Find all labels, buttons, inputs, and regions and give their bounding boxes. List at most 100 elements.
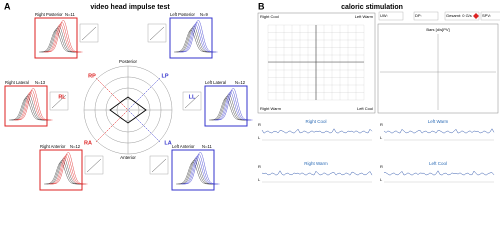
canal-n: N=11 bbox=[202, 144, 212, 149]
panel-title: video head impulse test bbox=[90, 4, 170, 11]
toolbar-field bbox=[378, 11, 404, 21]
caloric-trace bbox=[383, 128, 495, 134]
mini-trace bbox=[184, 94, 200, 109]
impulse-trace bbox=[180, 21, 216, 53]
side-label: L bbox=[258, 135, 261, 140]
caloric-frames bbox=[257, 12, 499, 114]
side-label: R bbox=[380, 164, 383, 169]
impulse-trace bbox=[182, 153, 218, 185]
impulse-trace bbox=[179, 157, 215, 185]
mini-plot bbox=[84, 155, 104, 175]
toolbar-label: UW: bbox=[380, 13, 388, 18]
impulse-trace bbox=[175, 27, 212, 53]
canal-code: LA bbox=[164, 140, 171, 146]
side-label: L bbox=[380, 135, 383, 140]
trace-label: Right Warm bbox=[304, 161, 328, 166]
impulse-trace bbox=[181, 19, 218, 53]
axis-label: Anterior bbox=[120, 155, 136, 160]
impulse-trace bbox=[183, 151, 220, 185]
impulse-trace bbox=[13, 91, 50, 121]
canal-box bbox=[39, 149, 83, 191]
impulse-trace bbox=[16, 87, 53, 121]
impulse-trace bbox=[46, 19, 83, 53]
toolbar-label: SPV: bbox=[482, 13, 491, 18]
caloric-trace bbox=[261, 170, 373, 176]
trace-label: Left Cool bbox=[429, 161, 447, 166]
impulse-trace bbox=[10, 95, 47, 121]
impulse-trace bbox=[45, 21, 81, 53]
canal-label: Left Anterior bbox=[172, 144, 195, 149]
side-label: R bbox=[380, 122, 383, 127]
side-label: L bbox=[258, 177, 261, 182]
canal-label: Left Posterior bbox=[170, 12, 196, 17]
impulse-trace bbox=[212, 93, 248, 121]
impulse-trace bbox=[40, 27, 77, 53]
impulse-trace bbox=[51, 151, 88, 185]
impulse-trace bbox=[210, 95, 247, 121]
figure: A video head impulse test B caloric stim… bbox=[0, 0, 500, 200]
trace-label: Right Cool bbox=[305, 119, 326, 124]
canal-code: LL bbox=[189, 94, 196, 100]
mini-plot bbox=[79, 23, 99, 43]
impulse-trace bbox=[15, 89, 51, 121]
grid-corner-label: Right Cool bbox=[260, 14, 279, 19]
canal-label: Right Posterior bbox=[35, 12, 63, 17]
canal-label: Left Lateral bbox=[205, 80, 226, 85]
polar-plot bbox=[83, 65, 173, 155]
canal-code: RL bbox=[58, 94, 66, 100]
mini-plot bbox=[182, 91, 202, 111]
impulse-trace bbox=[50, 153, 86, 185]
toolbar-field bbox=[413, 11, 439, 21]
canal-label: Right Anterior bbox=[40, 144, 66, 149]
mini-trace bbox=[51, 94, 67, 109]
mini-plot bbox=[49, 91, 69, 111]
impulse-trace bbox=[180, 155, 217, 185]
canal-label: Right Lateral bbox=[5, 80, 29, 85]
side-label: L bbox=[380, 177, 383, 182]
panel-letter: A bbox=[4, 1, 11, 11]
mini-trace bbox=[151, 158, 167, 173]
canal-n: N=9 bbox=[200, 12, 208, 17]
panel-letter: B bbox=[258, 1, 265, 11]
impulse-trace bbox=[178, 23, 215, 53]
impulse-trace bbox=[42, 25, 78, 53]
canal-n: N=12 bbox=[70, 144, 81, 149]
grid-corner-label: Right Warm bbox=[260, 106, 282, 111]
axis-label: Posterior bbox=[119, 59, 138, 64]
side-label: R bbox=[258, 164, 261, 169]
trace-label: Left Warm bbox=[428, 119, 449, 124]
bars-label: Bars [d/s]PV] bbox=[426, 27, 449, 32]
impulse-trace bbox=[177, 159, 214, 185]
impulse-trace bbox=[213, 91, 250, 121]
mini-plot bbox=[147, 23, 167, 43]
background bbox=[0, 0, 500, 200]
impulse-trace bbox=[216, 87, 253, 121]
caloric-trace bbox=[261, 128, 373, 134]
impulse-trace bbox=[47, 157, 83, 185]
canal-n: N=11 bbox=[65, 12, 75, 17]
impulse-trace bbox=[48, 155, 85, 185]
grid-corner-label: Left Warm bbox=[355, 14, 374, 19]
canal-code: RA bbox=[84, 140, 92, 146]
canal-code: LP bbox=[161, 73, 168, 79]
toolbar-label: DP: bbox=[415, 13, 422, 18]
canal-n: N=13 bbox=[35, 80, 46, 85]
canal-n: N=12 bbox=[235, 80, 246, 85]
caloric-trace bbox=[383, 170, 495, 176]
mini-trace bbox=[149, 26, 165, 41]
toolbar-label: Gesamt: 0 G/s bbox=[446, 13, 472, 18]
panel-title: caloric stimulation bbox=[341, 4, 403, 11]
grid-corner-label: Left Cool bbox=[357, 106, 373, 111]
canal-code: RP bbox=[88, 73, 96, 79]
mini-trace bbox=[86, 158, 102, 173]
impulse-trace bbox=[12, 93, 48, 121]
side-label: R bbox=[258, 122, 261, 127]
mini-plot bbox=[149, 155, 169, 175]
impulse-trace bbox=[177, 25, 213, 53]
impulse-trace bbox=[215, 89, 251, 121]
mini-trace bbox=[81, 26, 97, 41]
indicator bbox=[473, 13, 479, 19]
toolbar-field bbox=[480, 11, 500, 21]
impulse-trace bbox=[45, 159, 82, 185]
impulse-trace bbox=[43, 23, 80, 53]
